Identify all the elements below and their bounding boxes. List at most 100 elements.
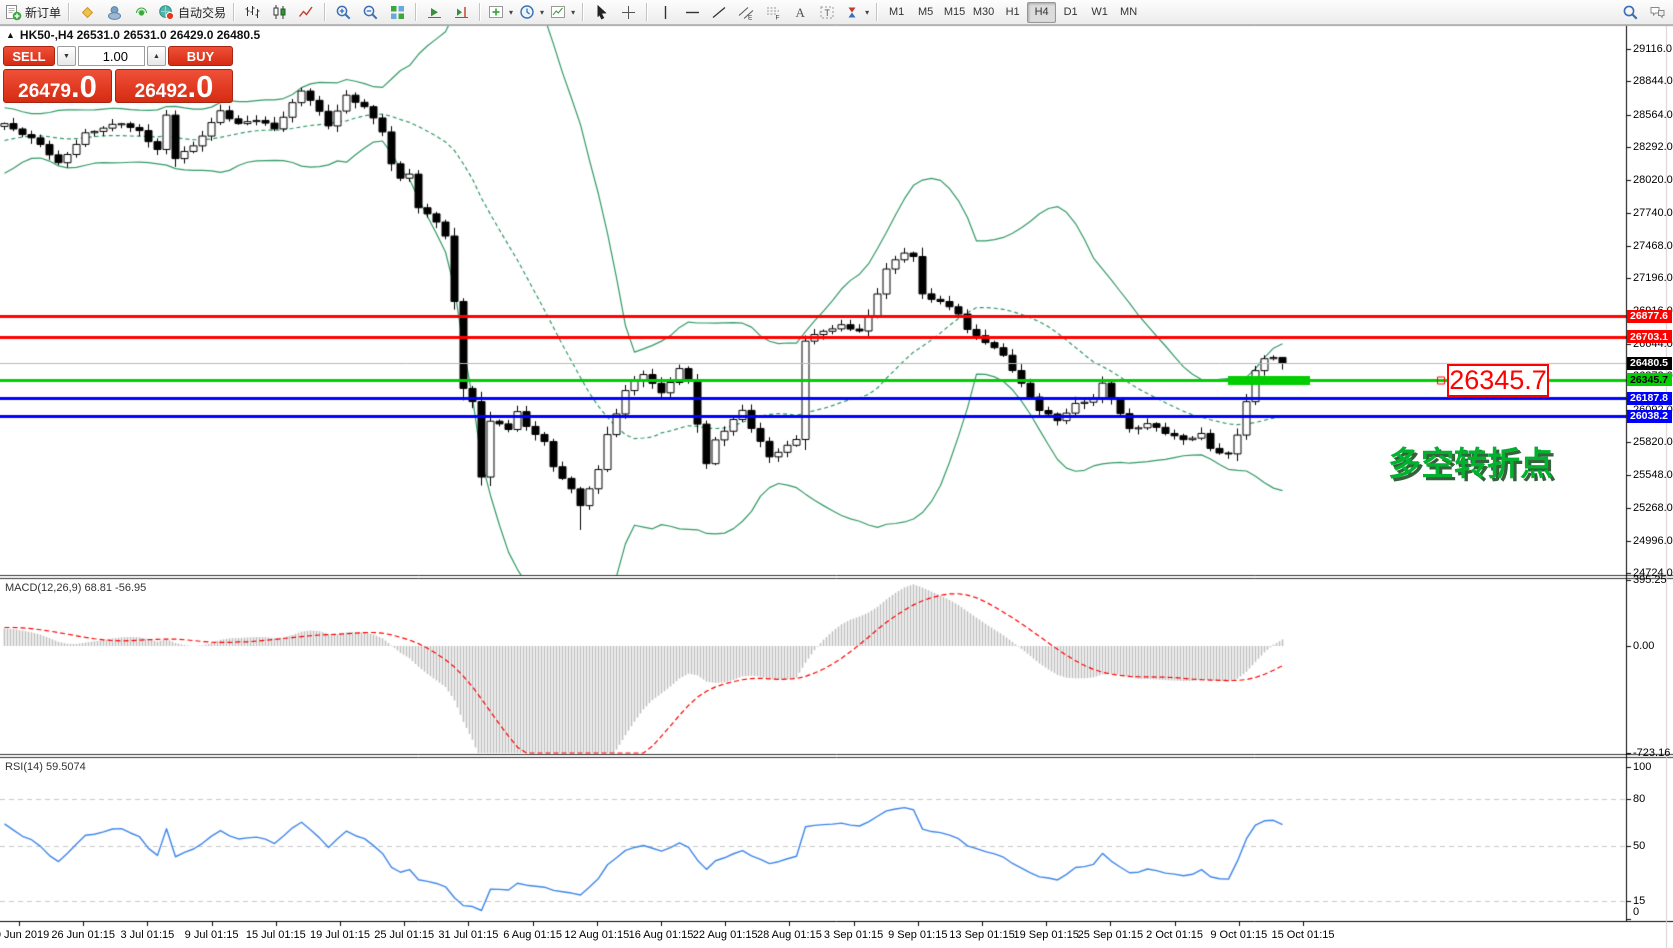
zoom-in-icon: [335, 4, 352, 21]
price-axis-label: 27468.0: [1633, 239, 1673, 252]
svg-text:F: F: [776, 14, 780, 21]
zoom-in-button[interactable]: [330, 1, 357, 24]
price-axis-label: 24724.0: [1633, 566, 1673, 579]
new-order-icon: [5, 4, 22, 21]
market-watch-button[interactable]: [74, 1, 101, 24]
timeframe-w1-button[interactable]: W1: [1091, 6, 1108, 18]
svg-text:T: T: [825, 8, 831, 18]
autotrading-icon: [158, 4, 175, 21]
text-label-button[interactable]: T: [814, 1, 841, 24]
auto-scroll-icon: [426, 4, 443, 21]
timeframe-h1-button[interactable]: H1: [1005, 6, 1020, 18]
time-axis-label: 20 Jun 2019: [0, 929, 50, 941]
line-chart-button[interactable]: [293, 1, 320, 24]
volume-decrease-button[interactable]: ▼: [57, 46, 76, 66]
templates-icon: [550, 4, 567, 21]
time-axis-label: 19 Sep 01:15: [1013, 929, 1079, 941]
templates-button[interactable]: ▾: [547, 1, 578, 24]
chevron-down-icon: ▾: [509, 7, 514, 17]
timeframe-d1-button[interactable]: D1: [1063, 6, 1078, 18]
search-button[interactable]: [1617, 1, 1644, 24]
timeframe-h4-button[interactable]: H4: [1027, 1, 1057, 23]
chevron-down-icon: ▾: [540, 7, 545, 17]
buy-price-int: 26492: [134, 81, 188, 102]
text-label-icon: T: [819, 4, 836, 21]
time-axis-label: 25 Jul 01:15: [374, 929, 435, 941]
toolbar-separator: [68, 3, 71, 21]
candlestick-chart-button[interactable]: [266, 1, 293, 24]
bar-chart-icon: [244, 4, 261, 21]
new-order-button[interactable]: 新订单: [2, 1, 64, 24]
periods-button[interactable]: ▾: [516, 1, 547, 24]
arrows-button[interactable]: ▾: [841, 1, 872, 24]
volume-input[interactable]: 1.00: [78, 46, 145, 66]
horizontal-line-button[interactable]: [679, 1, 706, 24]
timeframe-mn-button[interactable]: MN: [1120, 6, 1138, 18]
chart-shift-icon: [453, 4, 470, 21]
time-axis-label: 2 Oct 01:15: [1146, 929, 1204, 941]
price-level-badge: 26480.5: [1627, 356, 1672, 370]
price-axis-label: 28292.0: [1633, 141, 1673, 154]
time-axis-label: 19 Jul 01:15: [310, 929, 370, 941]
buy-price-box[interactable]: 26492 .0: [115, 69, 233, 104]
chevron-down-icon: ▾: [865, 7, 870, 17]
time-axis-label: 3 Sep 01:15: [823, 929, 884, 941]
community-button[interactable]: [101, 1, 128, 24]
volume-increase-button[interactable]: ▲: [147, 46, 166, 66]
trendline-button[interactable]: [706, 1, 733, 24]
time-axis-label: 9 Jul 01:15: [184, 929, 239, 941]
one-click-trading-panel: SELL ▼ 1.00 ▲ BUY 26479 .0 26492 .0: [3, 46, 233, 104]
price-axis-label: 27740.0: [1633, 207, 1673, 220]
fibonacci-button[interactable]: F: [760, 1, 787, 24]
auto-scroll-button[interactable]: [421, 1, 448, 24]
price-axis-label: 25548.0: [1633, 468, 1673, 481]
timeframe-m1-button[interactable]: M1: [888, 6, 905, 18]
time-axis-label: 28 Aug 01:15: [756, 929, 822, 941]
collapse-chart-icon[interactable]: ▲: [6, 30, 15, 40]
community-icon: [106, 4, 123, 21]
text-button[interactable]: A: [787, 1, 814, 24]
crosshair-button[interactable]: [615, 1, 642, 24]
buy-button[interactable]: BUY: [168, 46, 233, 66]
chat-icon: [1649, 4, 1666, 21]
time-axis-label: 26 Jun 01:15: [51, 929, 115, 941]
timeframe-m30-button[interactable]: M30: [972, 6, 995, 18]
time-axis-label: 9 Oct 01:15: [1210, 929, 1268, 941]
vertical-line-button[interactable]: [652, 1, 679, 24]
toolbar-separator: [479, 3, 482, 21]
autotrading-button[interactable]: 自动交易: [155, 1, 229, 24]
equidistant-channel-button[interactable]: E: [733, 1, 760, 24]
crosshair-icon: [620, 4, 637, 21]
price-level-badge: 26703.1: [1627, 330, 1672, 344]
chat-button[interactable]: [1644, 1, 1671, 24]
turning-point-note[interactable]: 多空转折点: [1388, 445, 1553, 482]
price-axis-label: 29116.0: [1633, 43, 1672, 55]
timeframe-m5-button[interactable]: M5: [917, 6, 934, 18]
sell-button[interactable]: SELL: [3, 46, 55, 66]
sell-price-box[interactable]: 26479 .0: [3, 69, 112, 104]
chart-shift-button[interactable]: [448, 1, 475, 24]
price-axis-label: 28564.0: [1633, 108, 1673, 121]
cursor-button[interactable]: [588, 1, 615, 24]
time-axis-label: 16 Aug 01:15: [628, 929, 694, 941]
indicators-button[interactable]: ▾: [485, 1, 516, 24]
tile-windows-button[interactable]: [384, 1, 411, 24]
signals-button[interactable]: [128, 1, 155, 24]
time-axis-label: 13 Sep 01:15: [949, 929, 1015, 941]
bar-chart-button[interactable]: [239, 1, 266, 24]
time-axis-label: 15 Jul 01:15: [245, 929, 306, 941]
price-callout-box[interactable]: 26345.7: [1447, 364, 1549, 397]
price-axis-label: 24996.0: [1633, 534, 1673, 547]
time-axis-label: 6 Aug 01:15: [503, 929, 562, 941]
fibonacci-icon: F: [765, 4, 782, 21]
toolbar-separator: [876, 3, 879, 21]
zoom-out-button[interactable]: [357, 1, 384, 24]
time-axis-label: 25 Sep 01:15: [1077, 929, 1144, 941]
svg-text:A: A: [796, 5, 806, 20]
rsi-label: RSI(14) 59.5074: [5, 761, 86, 773]
rsi-axis-label: 15: [1633, 894, 1646, 907]
timeframe-m15-button[interactable]: M15: [943, 6, 966, 18]
cursor-icon: [593, 4, 610, 21]
horizontal-line-icon: [684, 4, 701, 21]
